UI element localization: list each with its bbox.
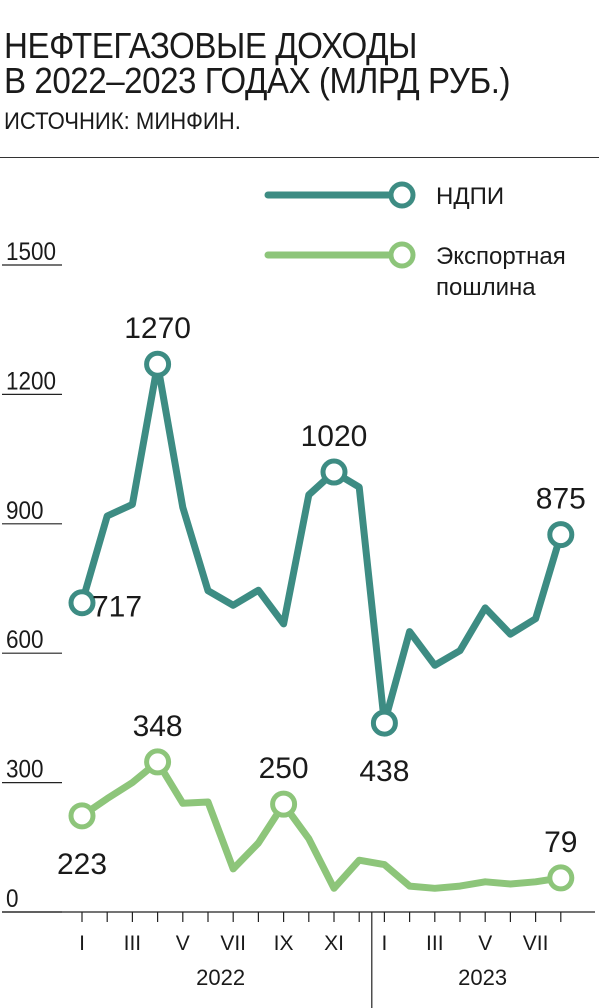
data-label: 348 <box>133 710 183 743</box>
data-point <box>144 350 172 378</box>
x-tick-label: VII <box>220 932 246 955</box>
legend-marker <box>388 181 416 209</box>
data-point <box>68 589 96 617</box>
x-tick-label: VII <box>523 932 549 955</box>
x-tick-label: XI <box>324 932 344 955</box>
plot-area: 717 1270 1020 438 875 223 348 250 79 <box>57 312 586 892</box>
data-point <box>547 864 575 892</box>
data-point <box>547 521 575 549</box>
data-point <box>270 790 298 818</box>
x-tick-label: III <box>124 932 142 955</box>
data-label: 438 <box>359 755 409 788</box>
x-tick-label: I <box>79 932 85 955</box>
series-line <box>78 758 565 892</box>
x-tick-label: V <box>478 932 492 955</box>
y-tick-label: 1500 <box>6 238 56 266</box>
header-divider <box>0 157 599 158</box>
series-line <box>78 360 565 727</box>
data-label: 223 <box>57 848 107 881</box>
legend-label: Экспортная <box>436 243 566 270</box>
y-tick-label: 1200 <box>6 367 56 395</box>
legend-marker <box>388 241 416 269</box>
data-label: 250 <box>259 752 309 785</box>
y-axis: 1500 1200 900 600 300 0 <box>2 238 62 913</box>
legend-label: НДПИ <box>436 183 504 210</box>
chart-title-line-1: НЕФТЕГАЗОВЫЕ ДОХОДЫ <box>4 25 417 66</box>
chart-title-line-2: В 2022–2023 ГОДАХ (МЛРД РУБ.) <box>4 60 511 101</box>
x-tick-label: V <box>176 932 190 955</box>
y-tick-label: 0 <box>6 885 19 913</box>
data-point <box>144 748 172 776</box>
x-tick-label: IX <box>274 932 294 955</box>
year-label: 2022 <box>196 965 245 990</box>
data-point <box>370 709 398 737</box>
chart-title: НЕФТЕГАЗОВЫЕ ДОХОДЫ В 2022–2023 ГОДАХ (М… <box>4 25 511 101</box>
y-tick-label: 900 <box>6 497 44 525</box>
legend: НДПИ Экспортная пошлина <box>264 181 566 301</box>
data-point <box>320 458 348 486</box>
year-label: 2023 <box>458 965 507 990</box>
data-point <box>68 802 96 830</box>
x-tick-label: III <box>426 932 444 955</box>
x-tick-label: I <box>381 932 387 955</box>
data-label: 1270 <box>124 312 191 345</box>
legend-label: пошлина <box>436 274 536 301</box>
data-label: 717 <box>92 591 142 624</box>
y-tick-label: 300 <box>6 756 44 784</box>
y-tick-label: 600 <box>6 626 44 654</box>
data-label: 1020 <box>301 420 368 453</box>
data-label: 875 <box>536 483 586 516</box>
chart-source: ИСТОЧНИК: МИНФИН. <box>4 108 241 135</box>
data-label: 79 <box>544 826 577 859</box>
